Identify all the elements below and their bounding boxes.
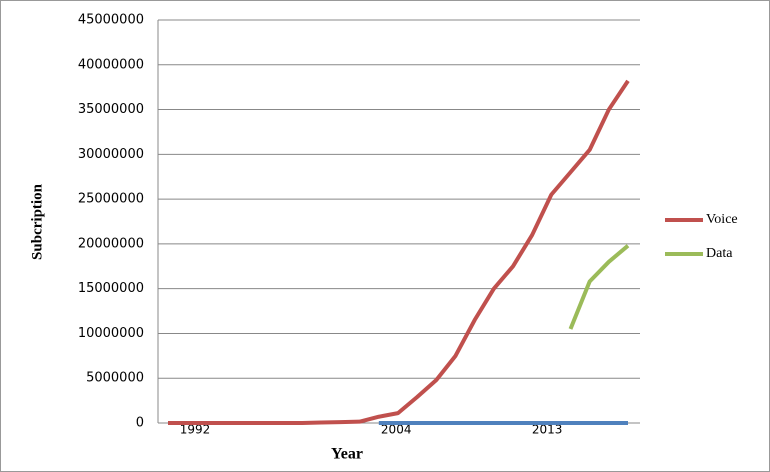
legend-label: Voice xyxy=(706,212,738,227)
y-axis-label: Subcription xyxy=(29,183,45,260)
y-tick-label: 35000000 xyxy=(78,102,144,117)
x-tick-label: 1992 xyxy=(180,423,211,437)
y-tick-label: 5000000 xyxy=(86,371,144,386)
series-line xyxy=(568,244,630,330)
y-tick-label: 25000000 xyxy=(78,192,144,207)
legend-label: Data xyxy=(706,246,733,261)
y-tick-label: 40000000 xyxy=(78,57,144,72)
y-tick-label: 45000000 xyxy=(78,13,144,28)
x-tick-label: 2013 xyxy=(532,423,563,437)
y-tick-label: 30000000 xyxy=(78,147,144,162)
y-tick-label: 15000000 xyxy=(78,281,144,296)
x-tick-label: 2004 xyxy=(381,423,412,437)
x-axis-label: Year xyxy=(331,446,363,463)
series-line xyxy=(168,79,630,425)
y-tick-label: 10000000 xyxy=(78,326,144,341)
y-tick-label: 0 xyxy=(136,416,144,431)
y-tick-label: 20000000 xyxy=(78,236,144,251)
